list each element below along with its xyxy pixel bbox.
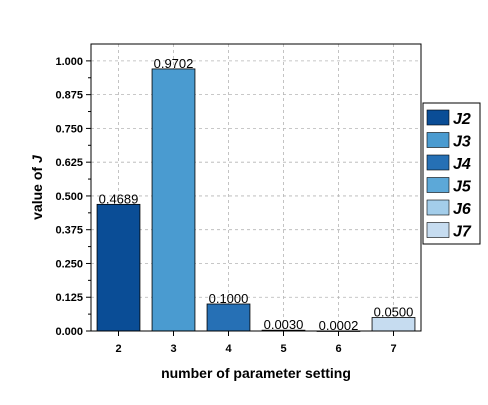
- y-tick-label: 0.875: [55, 90, 83, 102]
- y-tick-label: 0.250: [55, 258, 83, 270]
- legend-label: J7: [453, 224, 472, 241]
- legend: J2 J3 J4 J5 J6 J7: [422, 102, 481, 245]
- data-label: 0.0030: [264, 317, 304, 332]
- data-label: 0.0002: [319, 318, 359, 333]
- legend-label: J5: [453, 179, 472, 196]
- bar: [206, 303, 251, 332]
- y-tick-label: 0.750: [55, 123, 83, 135]
- legend-label: J4: [453, 156, 471, 173]
- y-tick-label: 0.625: [55, 157, 83, 169]
- x-tick-label: 3: [170, 343, 176, 355]
- y-tick-label: 0.375: [55, 225, 83, 237]
- data-labels-group: 0.4689 0.9702 0.1000 0.0030 0.0002 0.0500: [99, 56, 414, 333]
- x-tick-label: 7: [390, 343, 396, 355]
- x-tick-label: 6: [335, 343, 341, 355]
- x-axis-title: number of parameter setting: [161, 365, 351, 381]
- legend-swatch: [426, 132, 450, 148]
- bar: [96, 203, 141, 332]
- legend-box: [422, 102, 481, 245]
- data-label: 0.9702: [154, 56, 194, 71]
- plot-frame: [90, 43, 422, 332]
- legend-swatch: [426, 154, 450, 171]
- data-label: 0.4689: [99, 191, 139, 206]
- bar: [371, 317, 416, 332]
- bar: [151, 68, 196, 332]
- y-tick-label: 0.000: [55, 326, 83, 338]
- x-tick-label: 2: [115, 343, 121, 355]
- grid-lines: [91, 44, 421, 331]
- legend-swatch: [426, 222, 450, 238]
- x-tick-label: 5: [280, 343, 286, 355]
- y-axis-title-text: value of: [29, 167, 45, 220]
- legend-swatch: [426, 199, 450, 216]
- legend-swatch: [426, 109, 450, 126]
- y-axis-title-symbol: J: [29, 154, 45, 163]
- y-tick-label: 0.500: [55, 191, 83, 203]
- y-axis-title: value of J: [29, 154, 45, 220]
- x-axis: 2 3 4 5 6 7: [115, 331, 397, 355]
- legend-label: J6: [453, 201, 471, 218]
- y-axis: 0.000 0.125 0.250 0.375 0.500 0.625 0.750 0.875…: [55, 56, 91, 338]
- x-tick-label: 4: [225, 343, 232, 355]
- data-label: 0.0500: [374, 304, 414, 319]
- legend-label: J3: [453, 134, 471, 151]
- legend-label: J2: [453, 111, 471, 128]
- y-tick-label: 0.125: [55, 292, 83, 304]
- data-label: 0.1000: [209, 291, 249, 306]
- legend-swatch: [426, 177, 450, 193]
- y-tick-label: 1.000: [55, 56, 83, 68]
- bars-group: [96, 68, 416, 332]
